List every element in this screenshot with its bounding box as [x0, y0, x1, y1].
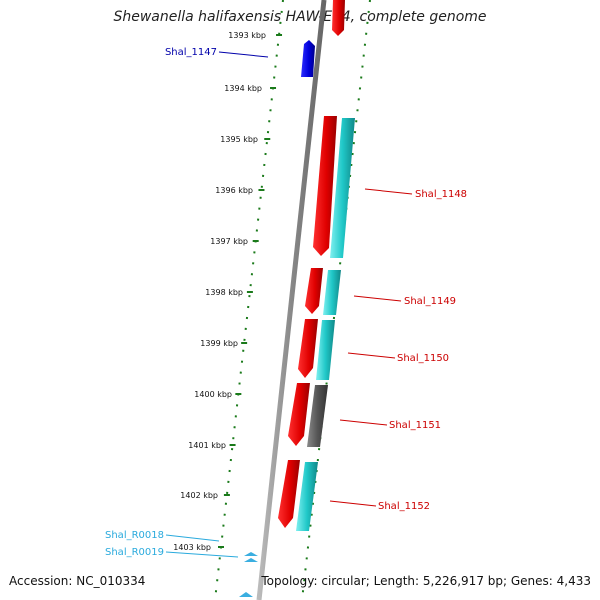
leader-shal-1147: [218, 51, 269, 58]
feature-shal-r0019: [244, 558, 258, 562]
tick-label: 1393 kbp: [228, 31, 266, 40]
cog-shal-1148: [330, 118, 355, 258]
leader-shal-1152: [329, 500, 377, 507]
feature-shal-1152: [278, 460, 300, 528]
gene-label-shal-r0018: Shal_R0018: [105, 530, 164, 541]
gene-label-shal-1147: Shal_1147: [165, 47, 217, 58]
gene-label-shal-1151: Shal_1151: [389, 420, 441, 431]
backbone: [256, 0, 327, 600]
cog-shal-1149: [323, 270, 341, 315]
tick-marks: [218, 34, 283, 548]
gene-label-shal-1149: Shal_1149: [404, 296, 456, 307]
leader-shal-1148: [364, 188, 413, 195]
feature-shal-1149: [305, 268, 323, 314]
gene-label-shal-1148: Shal_1148: [415, 189, 467, 200]
tick-label: 1400 kbp: [194, 390, 232, 399]
summary-text: Topology: circular; Length: 5,226,917 bp…: [261, 574, 591, 588]
feature-top-partial: [332, 0, 345, 36]
inner-dotted-ring: [214, 0, 284, 600]
features: [239, 0, 355, 597]
feature-shal-1151: [288, 383, 310, 446]
tick-label: 1398 kbp: [205, 288, 243, 297]
feature-shal-1147: [301, 40, 315, 77]
outer-dotted-ring: [301, 0, 371, 600]
tick-label: 1397 kbp: [210, 237, 248, 246]
map-title: Shewanella halifaxensis HAW-EB4, complet…: [113, 9, 487, 25]
leader-shal-r0018: [165, 534, 220, 542]
feature-shal-1148: [313, 116, 337, 256]
tick-label: 1402 kbp: [180, 491, 218, 500]
leader-shal-1151: [339, 419, 388, 426]
leader-shal-r0019: [165, 551, 239, 558]
accession-text: Accession: NC_010334: [9, 574, 146, 588]
leader-shal-1150: [347, 352, 396, 359]
gene-label-shal-1150: Shal_1150: [397, 353, 449, 364]
feature-shal-1150: [298, 319, 318, 378]
cog-shal-1152: [296, 462, 318, 531]
leader-shal-1149: [353, 295, 402, 302]
cog-shal-1151: [307, 385, 328, 447]
gene-label-shal-r0019: Shal_R0019: [105, 547, 164, 558]
tick-label: 1396 kbp: [215, 186, 253, 195]
tick-label: 1394 kbp: [224, 84, 262, 93]
tick-label: 1401 kbp: [188, 441, 226, 450]
tick-label: 1403 kbp: [173, 543, 211, 552]
feature-rna-bottom: [239, 592, 253, 597]
tick-label: 1399 kbp: [200, 339, 238, 348]
gene-label-shal-1152: Shal_1152: [378, 501, 430, 512]
tick-label: 1395 kbp: [220, 135, 258, 144]
cog-shal-1150: [316, 320, 335, 380]
feature-shal-r0018: [244, 552, 258, 556]
